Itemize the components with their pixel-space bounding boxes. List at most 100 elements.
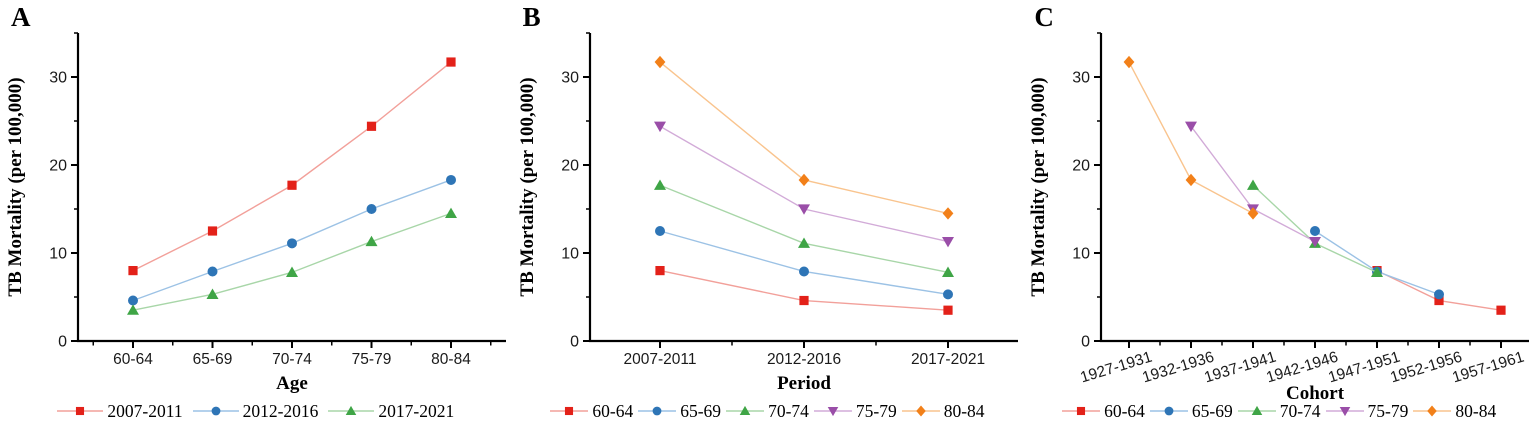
legend-marker-icon — [1237, 405, 1276, 416]
legend-label: 2007-2011 — [107, 400, 183, 421]
y-axis-title: TB Mortality (per 100,000) — [517, 77, 538, 296]
legend-marker — [1339, 406, 1350, 417]
y-tick-label: 0 — [58, 334, 67, 351]
y-tick-label: 0 — [1081, 334, 1090, 351]
x-tick-label: 75-79 — [352, 351, 392, 368]
series-line — [132, 212, 452, 311]
data-point — [1496, 305, 1506, 315]
legend-marker — [76, 406, 85, 416]
series-70-74 — [653, 179, 954, 277]
legend-marker — [652, 406, 662, 416]
data-point — [655, 266, 665, 276]
legend-item: 60-64 — [1062, 401, 1145, 422]
series-2012-2016 — [128, 174, 456, 306]
data-point — [128, 266, 138, 276]
series-line — [1128, 61, 1254, 215]
legend-B: 60-64 65-69 70-74 75-79 80-84 — [512, 401, 1024, 421]
x-tick-label: 60-64 — [113, 351, 153, 368]
x-axis-title: Age — [276, 373, 308, 394]
legend-label: 70-74 — [768, 400, 809, 421]
y-tick-label: 20 — [49, 158, 67, 175]
y-tick-label: 30 — [49, 70, 67, 87]
data-point — [941, 236, 954, 248]
series-60-64 — [655, 266, 953, 315]
x-axis: 60-64 65-69 70-74 75-79 80-84 — [92, 341, 492, 368]
data-point — [1247, 179, 1260, 190]
legend-item: 80-84 — [901, 401, 985, 422]
data-point — [207, 226, 218, 236]
series-line — [659, 184, 948, 274]
data-point — [128, 295, 138, 306]
series-2017-2021 — [127, 207, 457, 315]
legend-label: 60-64 — [1104, 400, 1145, 421]
data-point — [653, 179, 666, 190]
legend-item: 70-74 — [1237, 401, 1321, 422]
data-point — [365, 235, 378, 247]
legend-item: 70-74 — [726, 401, 809, 422]
data-point — [206, 288, 219, 299]
y-tick-label: 30 — [561, 70, 579, 87]
series-75-79 — [653, 121, 954, 248]
legend-label: 65-69 — [680, 400, 722, 421]
y-tick-label: 20 — [1073, 158, 1091, 175]
series-80-84 — [654, 55, 954, 220]
data-point — [798, 173, 810, 187]
legend-item: 2017-2021 — [328, 401, 454, 422]
data-point — [1185, 173, 1197, 187]
data-point — [366, 121, 377, 131]
legend-item: 2007-2011 — [57, 400, 183, 422]
legend-marker-icon — [901, 405, 940, 417]
chart-B-svg: 0 10 20 30 2007-2011 2012-2016 2017-2021 Period… — [517, 32, 1018, 394]
data-point — [798, 266, 809, 277]
y-axis-title: TB Mortality (per 100,000) — [5, 77, 26, 296]
panel-label-A: A — [11, 2, 31, 32]
y-tick-label: 10 — [49, 246, 67, 263]
series-65-69 — [1310, 226, 1445, 300]
y-axis: 0 10 20 30 — [49, 32, 78, 351]
chart-A-svg: 0 10 20 30 60-64 65-69 70-74 75-79 80-84 Age TB Mo… — [5, 32, 506, 394]
legend-marker-icon — [328, 405, 375, 416]
data-point — [654, 226, 665, 236]
series-80-84 — [1123, 55, 1259, 220]
legend-item: 80-84 — [1413, 401, 1496, 422]
y-tick-label: 20 — [561, 158, 579, 175]
legend-marker — [1077, 406, 1086, 416]
y-axis: 0 10 20 30 — [1073, 32, 1102, 351]
legend-marker-icon — [1413, 405, 1452, 417]
data-point — [1434, 295, 1444, 306]
panel-C: C 0 10 20 30 1927-1931 1932-1936 1937-1941 1942… — [1023, 0, 1535, 426]
data-point — [286, 266, 298, 277]
legend-label: 2012-2016 — [242, 400, 319, 421]
legend-label: 80-84 — [1455, 400, 1497, 421]
legend-item: 2012-2016 — [192, 400, 319, 422]
axes — [588, 33, 1018, 343]
series-2007-2011 — [128, 57, 456, 276]
chart-C-svg: 0 10 20 30 1927-19311932-19361937-19411942-1… — [1028, 32, 1530, 404]
data-point — [1310, 226, 1321, 236]
data-point — [1247, 207, 1259, 220]
data-point — [287, 238, 297, 249]
legend-marker — [1427, 405, 1438, 417]
y-axis-title: TB Mortality (per 100,000) — [1028, 77, 1049, 296]
legend-item: 65-69 — [638, 401, 721, 422]
data-point — [446, 174, 456, 185]
legend-marker — [211, 406, 220, 416]
x-axis: 2007-2011 2012-2016 2017-2021 — [623, 341, 985, 368]
panel-label-B: B — [522, 2, 541, 32]
data-point — [287, 180, 297, 190]
legend-marker — [346, 405, 357, 416]
legend-marker-icon — [192, 406, 239, 416]
legend-marker-icon — [1149, 406, 1188, 416]
x-tick-label: 1957-1961 — [1451, 349, 1527, 387]
x-tick-label: 65-69 — [193, 351, 233, 368]
data-point — [1309, 236, 1322, 248]
legend-item: 60-64 — [550, 401, 633, 422]
y-tick-label: 10 — [561, 246, 579, 263]
legend-C: 60-64 65-69 70-74 75-79 80-84 — [1023, 401, 1535, 421]
x-tick-label: 80-84 — [431, 351, 471, 368]
series-line — [1314, 230, 1440, 296]
legend-label: 60-64 — [592, 400, 634, 421]
legend-label: 65-69 — [1191, 400, 1233, 421]
legend-marker-icon — [813, 406, 852, 417]
